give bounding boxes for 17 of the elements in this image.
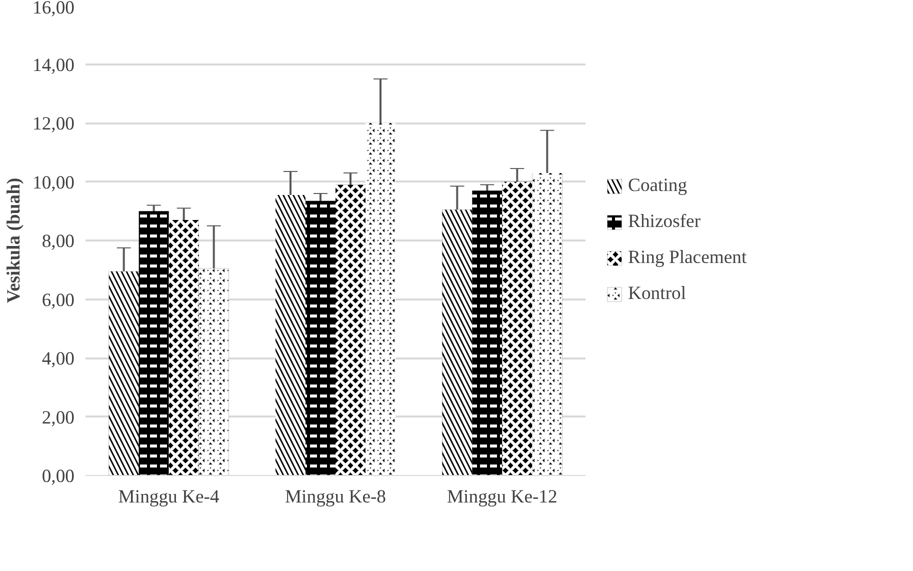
y-tick-label: 0,00 — [42, 466, 75, 487]
legend-label: Coating — [628, 175, 688, 197]
y-tick-label: 14,00 — [32, 54, 75, 76]
y-tick-label: 2,00 — [42, 407, 75, 428]
x-tick-label: Minggu Ke-8 — [284, 486, 386, 508]
x-tick-label: Minggu Ke-12 — [446, 486, 558, 508]
y-axis-title: Vesikula (buah) — [4, 178, 25, 304]
y-tick-label: 4,00 — [42, 348, 75, 370]
y-tick-label: 6,00 — [42, 290, 75, 311]
legend-label: Rhizosfer — [628, 211, 701, 233]
legend-label: Ring Placement — [628, 247, 747, 269]
y-tick-label: 16,00 — [32, 0, 75, 18]
y-tick-label: 10,00 — [32, 172, 75, 194]
y-tick-label: 8,00 — [42, 231, 75, 252]
y-tick-label: 12,00 — [32, 114, 75, 134]
legend-label: Kontrol — [628, 283, 686, 305]
x-tick-label: Minggu Ke-4 — [118, 486, 220, 508]
